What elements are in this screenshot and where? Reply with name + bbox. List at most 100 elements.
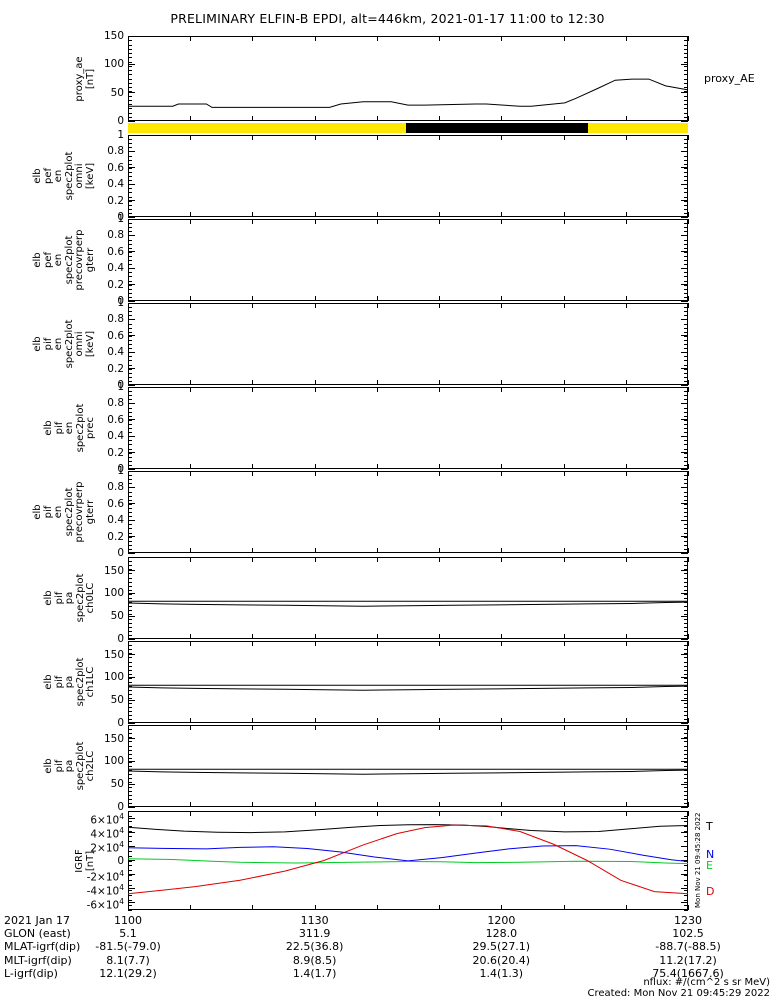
y-tick-label: 0 — [117, 854, 124, 867]
x-tick — [128, 464, 129, 469]
y-tick-major — [128, 654, 135, 656]
x-tick — [376, 725, 378, 730]
y-tick-minor — [684, 151, 688, 153]
x-tick — [128, 802, 129, 807]
y-tick-label: 1 — [117, 213, 124, 225]
x-tick — [625, 718, 627, 723]
y-tick-minor — [128, 292, 132, 294]
y-tick-minor — [684, 217, 688, 218]
y-tick-minor — [128, 391, 132, 393]
x-tick — [688, 219, 689, 224]
y-tick-minor — [684, 288, 688, 290]
y-tick-minor — [128, 385, 132, 386]
y-tick-minor — [128, 159, 132, 161]
y-tick-minor — [684, 200, 688, 202]
y-tick-minor — [684, 479, 688, 481]
x-tick — [190, 548, 192, 553]
y-tick-minor — [684, 682, 688, 683]
y-tick-minor — [128, 548, 132, 550]
y-tick-minor — [684, 770, 688, 772]
y-tick-major — [681, 676, 688, 678]
y-tick-minor — [128, 48, 132, 50]
y-tick-minor — [128, 364, 132, 366]
y-tick-minor — [684, 807, 688, 808]
y-tick-minor — [128, 335, 132, 337]
y-tick-minor — [128, 532, 132, 534]
y-tick-minor — [684, 452, 688, 454]
x-tick — [501, 303, 503, 308]
y-tick-major — [128, 783, 135, 785]
y-tick-label: -2×104 — [86, 868, 124, 884]
x-tick — [190, 905, 192, 910]
y-tick-minor — [128, 630, 132, 632]
y-tick-minor — [684, 239, 688, 241]
y-tick-minor — [128, 483, 132, 485]
x-tick — [252, 725, 254, 730]
y-tick-minor — [128, 36, 132, 37]
y-tick-minor — [684, 284, 688, 286]
y-tick-minor — [128, 239, 132, 241]
y-tick-minor — [684, 231, 688, 233]
y-tick-minor — [684, 36, 688, 37]
y-tick-minor — [128, 61, 132, 63]
x-tick — [563, 905, 565, 910]
y-tick-minor — [128, 770, 132, 772]
y-tick-minor — [128, 516, 132, 518]
x-tick — [252, 380, 254, 385]
y-tick-minor — [128, 176, 132, 177]
y-tick-minor — [128, 108, 132, 110]
y-tick-minor — [128, 653, 132, 655]
x-tick — [439, 303, 441, 308]
y-tick-minor — [128, 251, 132, 253]
y-tick-minor — [128, 40, 132, 42]
y-tick-minor — [684, 387, 688, 388]
panel-frame-elb-pif-pa-ch2lc — [128, 725, 688, 807]
y-tick-major — [681, 63, 688, 65]
y-tick-minor — [128, 87, 132, 88]
y-tick-minor — [128, 272, 132, 274]
y-tick-minor — [684, 520, 688, 522]
x-tick — [128, 116, 129, 121]
y-tick-minor — [128, 626, 132, 628]
y-tick-minor — [684, 710, 688, 712]
y-tick-minor — [684, 581, 688, 583]
y-tick-major — [128, 760, 135, 762]
y-tick-minor — [128, 452, 132, 454]
y-tick-minor — [128, 649, 132, 651]
y-tick-minor — [684, 698, 688, 700]
y-tick-minor — [684, 491, 688, 493]
y-tick-minor — [128, 247, 132, 249]
y-tick-minor — [128, 491, 132, 493]
y-tick-major — [681, 831, 688, 833]
x-tick — [501, 212, 503, 217]
x-tick — [314, 387, 316, 392]
y-tick-minor — [128, 475, 132, 477]
y-tick-major — [128, 615, 135, 617]
y-tick-exponent: 4 — [119, 868, 124, 878]
y-tick-minor — [684, 880, 688, 882]
y-tick-minor — [128, 348, 132, 350]
y-tick-minor — [128, 487, 132, 489]
y-tick-minor — [684, 280, 688, 282]
y-tick-major — [128, 592, 135, 594]
x-tick — [190, 387, 192, 392]
y-tick-exponent: 4 — [119, 826, 124, 836]
y-tick-label: 150 — [103, 648, 124, 661]
x-tick — [688, 905, 689, 910]
y-tick-minor — [128, 622, 132, 624]
y-tick-minor — [684, 569, 688, 571]
y-tick-major — [681, 592, 688, 594]
y-tick-minor — [684, 208, 688, 210]
y-tick-label: 50 — [110, 86, 124, 99]
y-axis-label-line: elb — [42, 590, 54, 606]
y-tick-minor — [684, 589, 688, 591]
y-axis-label-line: elb — [32, 168, 43, 184]
y-tick-minor — [128, 890, 132, 892]
y-tick-minor — [128, 196, 132, 198]
y-tick-minor — [128, 208, 132, 210]
y-tick-minor — [684, 272, 688, 274]
y-tick-minor — [128, 264, 132, 266]
y-tick-minor — [128, 296, 132, 298]
y-tick-minor — [128, 641, 132, 642]
x-tick — [376, 802, 378, 807]
